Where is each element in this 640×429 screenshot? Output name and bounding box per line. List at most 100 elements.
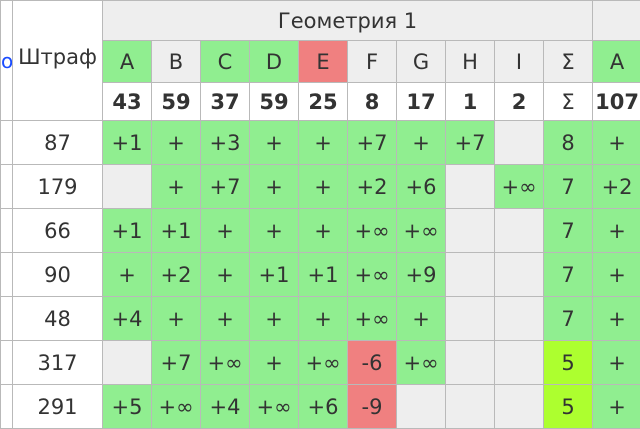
result-cell: 7: [544, 297, 593, 341]
team-row: 317+7+∞++∞-6+∞5+: [1, 341, 640, 385]
result-cell: +: [152, 297, 201, 341]
result-cell: +: [397, 297, 446, 341]
result-cell: 8: [544, 121, 593, 165]
result-cell: [446, 209, 495, 253]
problem-solved-count-3: 59: [250, 83, 299, 121]
result-cell: +1: [299, 253, 348, 297]
team-row: 179++7+++2+6+∞7+2: [1, 165, 640, 209]
result-cell: [446, 253, 495, 297]
result-cell: +∞: [397, 341, 446, 385]
result-cell: -6: [348, 341, 397, 385]
result-cell: +1: [250, 253, 299, 297]
next-group-title: [593, 1, 640, 41]
result-cell: +: [250, 297, 299, 341]
result-cell: +: [152, 165, 201, 209]
left-cut-header: о: [1, 1, 13, 121]
result-cell: +: [201, 253, 250, 297]
result-cell: +: [103, 253, 152, 297]
result-cell: +: [299, 297, 348, 341]
result-cell: [495, 253, 544, 297]
result-cell: +: [299, 209, 348, 253]
result-cell: +: [593, 253, 640, 297]
result-cell: +: [593, 341, 640, 385]
result-cell: +: [593, 209, 640, 253]
result-cell: [103, 341, 152, 385]
result-cell: -9: [348, 385, 397, 429]
result-cell: +7: [201, 165, 250, 209]
problem-solved-count-10: 107: [593, 83, 640, 121]
result-cell: +1: [103, 121, 152, 165]
result-cell: +2: [593, 165, 640, 209]
result-cell: 7: [544, 253, 593, 297]
result-cell: [103, 165, 152, 209]
result-cell: 5: [544, 385, 593, 429]
result-cell: +∞: [348, 209, 397, 253]
left-cut-cell: [1, 341, 13, 385]
problem-letter-7: H: [446, 41, 495, 83]
problem-letter-3: D: [250, 41, 299, 83]
result-cell: +4: [201, 385, 250, 429]
result-cell: [446, 385, 495, 429]
penalty-value: 317: [13, 341, 103, 385]
problem-solved-count-8: 2: [495, 83, 544, 121]
result-cell: [446, 341, 495, 385]
result-cell: 7: [544, 209, 593, 253]
problem-letter-4: E: [299, 41, 348, 83]
problem-letter-6: G: [397, 41, 446, 83]
result-cell: +∞: [201, 341, 250, 385]
result-cell: +2: [152, 253, 201, 297]
result-cell: [446, 165, 495, 209]
result-cell: +∞: [250, 385, 299, 429]
result-cell: +: [152, 121, 201, 165]
result-cell: +7: [152, 341, 201, 385]
penalty-value: 87: [13, 121, 103, 165]
problem-letter-10: A: [593, 41, 640, 83]
result-cell: +∞: [495, 165, 544, 209]
left-cut-cell: [1, 385, 13, 429]
problem-letter-2: C: [201, 41, 250, 83]
result-cell: +∞: [299, 341, 348, 385]
result-cell: [446, 297, 495, 341]
problem-letter-1: B: [152, 41, 201, 83]
problem-solved-count-2: 37: [201, 83, 250, 121]
result-cell: [495, 121, 544, 165]
left-cut-cell: [1, 209, 13, 253]
problem-letter-8: I: [495, 41, 544, 83]
problem-letter-9: Σ: [544, 41, 593, 83]
problem-solved-count-5: 8: [348, 83, 397, 121]
result-cell: +2: [348, 165, 397, 209]
result-cell: +∞: [152, 385, 201, 429]
problem-solved-count-9: Σ: [544, 83, 593, 121]
result-cell: +: [593, 297, 640, 341]
result-cell: [495, 341, 544, 385]
result-cell: +: [201, 209, 250, 253]
left-cut-cell: [1, 297, 13, 341]
problem-letter-5: F: [348, 41, 397, 83]
result-cell: +3: [201, 121, 250, 165]
result-cell: +: [250, 209, 299, 253]
penalty-value: 48: [13, 297, 103, 341]
result-cell: +7: [446, 121, 495, 165]
result-cell: +5: [103, 385, 152, 429]
result-cell: +4: [103, 297, 152, 341]
result-cell: +6: [397, 165, 446, 209]
penalty-header: Штраф: [13, 1, 103, 121]
result-cell: [495, 297, 544, 341]
result-cell: +6: [299, 385, 348, 429]
problem-solved-count-1: 59: [152, 83, 201, 121]
result-cell: +: [593, 385, 640, 429]
left-cut-cell: [1, 253, 13, 297]
result-cell: +7: [348, 121, 397, 165]
result-cell: +: [593, 121, 640, 165]
problem-letter-0: A: [103, 41, 152, 83]
problem-solved-count-6: 17: [397, 83, 446, 121]
result-cell: +: [299, 121, 348, 165]
penalty-value: 179: [13, 165, 103, 209]
result-cell: +: [250, 165, 299, 209]
team-row: 48+4+++++∞+7+: [1, 297, 640, 341]
left-cut-cell: [1, 121, 13, 165]
result-cell: +∞: [348, 297, 397, 341]
penalty-value: 66: [13, 209, 103, 253]
